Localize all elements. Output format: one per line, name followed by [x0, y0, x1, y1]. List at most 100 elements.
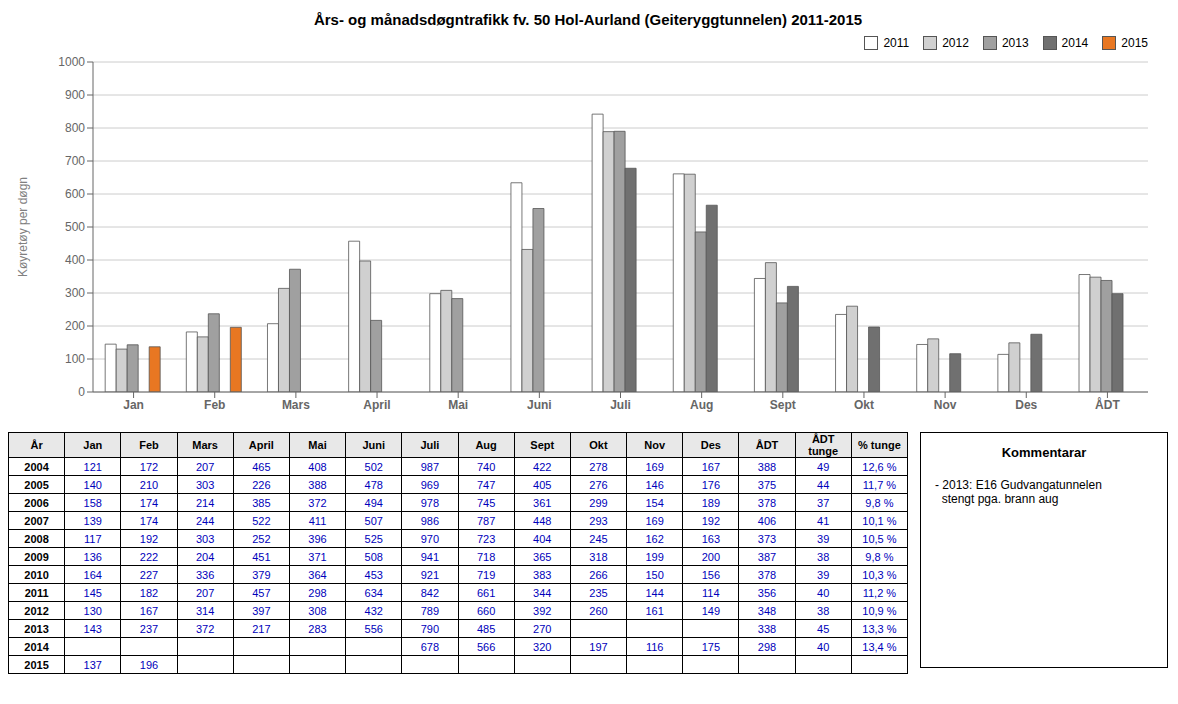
html-text:192: 192 — [701, 514, 720, 527]
html-text:167: 167 — [701, 460, 720, 473]
svg-text:April: April — [363, 398, 390, 412]
html-text:388: 388 — [308, 478, 327, 491]
svg-text:800: 800 — [65, 121, 85, 135]
svg-text:Feb: Feb — [204, 398, 225, 412]
html-text:207: 207 — [196, 460, 215, 473]
html-text:969: 969 — [420, 478, 440, 491]
html-text:- 2013: E16 Gudvangatunnelen s: - 2013: E16 Gudvangatunnelen stengt pga.… — [935, 478, 1102, 506]
html-text:121: 121 — [83, 460, 102, 473]
html-text:117: 117 — [84, 532, 102, 545]
html-text:226: 226 — [252, 478, 271, 491]
svg-text:Jan: Jan — [123, 398, 144, 412]
html-text:293: 293 — [589, 514, 608, 527]
html-text:2014: 2014 — [1061, 36, 1089, 50]
html-text:210: 210 — [139, 478, 159, 491]
html-text:978: 978 — [420, 496, 440, 509]
svg-text:900: 900 — [65, 88, 85, 102]
html-text:2006: 2006 — [24, 496, 49, 509]
html-text:37: 37 — [817, 496, 830, 509]
html-text:11,7 %: 11,7 % — [862, 478, 897, 491]
html-text:740: 740 — [476, 460, 496, 473]
svg-text:Køyretøy per døgn: Køyretøy per døgn — [16, 177, 30, 277]
svg-text:Des: Des — [1015, 398, 1037, 412]
svg-text:1000: 1000 — [58, 55, 85, 69]
html-text:375: 375 — [757, 478, 777, 491]
svg-text:600: 600 — [65, 187, 85, 201]
html-text:372: 372 — [308, 496, 327, 509]
html-text:44: 44 — [817, 478, 830, 491]
html-text:361: 361 — [533, 496, 552, 509]
svg-text:Sept: Sept — [770, 398, 796, 412]
html-text:303: 303 — [196, 478, 215, 491]
html-text:502: 502 — [364, 460, 383, 473]
html-text:378: 378 — [757, 496, 777, 509]
svg-text:Okt: Okt — [854, 398, 874, 412]
html-text:745: 745 — [476, 496, 496, 509]
html-text:214: 214 — [196, 496, 215, 509]
svg-text:200: 200 — [65, 319, 85, 333]
html-text:494: 494 — [364, 496, 383, 509]
html-text:405: 405 — [533, 478, 552, 491]
html-text:2005: 2005 — [24, 478, 49, 491]
html-text:Kommentarar: Kommentarar — [1001, 445, 1087, 460]
html-text:986: 986 — [420, 514, 440, 527]
html-text:448: 448 — [533, 514, 552, 527]
html-text:244: 244 — [196, 514, 215, 527]
svg-text:Juni: Juni — [527, 398, 552, 412]
html-text:747: 747 — [476, 478, 496, 491]
html-text:411: 411 — [308, 514, 327, 527]
svg-text:100: 100 — [65, 352, 85, 366]
html-text:139: 139 — [83, 514, 102, 527]
html-text:41: 41 — [817, 514, 830, 527]
html-text:408: 408 — [308, 460, 327, 473]
html-text:299: 299 — [589, 496, 608, 509]
svg-text:ÅDT: ÅDT — [1095, 397, 1120, 412]
html-text:169: 169 — [645, 514, 664, 527]
html-text:2008: 2008 — [24, 532, 49, 545]
svg-text:Aug: Aug — [690, 398, 713, 412]
html-text:2012: 2012 — [942, 36, 969, 50]
html-text:12,6 %: 12,6 % — [862, 460, 897, 473]
svg-text:500: 500 — [65, 220, 85, 234]
html-text:10,1 %: 10,1 % — [862, 514, 897, 527]
html-text:49: 49 — [817, 460, 830, 473]
html-text:422: 422 — [533, 460, 552, 473]
html-text:2007: 2007 — [24, 514, 49, 527]
html-text:Års- og månadsdøgntrafikk fv.: Års- og månadsdøgntrafikk fv. 50 Hol-Aur… — [313, 11, 863, 28]
html-text:2011: 2011 — [883, 36, 910, 50]
html-text:146: 146 — [645, 478, 664, 491]
html-text:406: 406 — [757, 514, 777, 527]
svg-text:400: 400 — [65, 253, 85, 267]
html-text:2004: 2004 — [24, 460, 49, 473]
html-text:140: 140 — [83, 478, 102, 491]
html-text:ÅDT tunge: ÅDT tunge — [808, 433, 839, 457]
html-text:465: 465 — [252, 460, 271, 473]
html-text:278: 278 — [589, 460, 608, 473]
html-text:507: 507 — [364, 514, 383, 527]
html-text:987: 987 — [420, 460, 440, 473]
html-text:276: 276 — [589, 478, 608, 491]
svg-text:Mai: Mai — [448, 398, 468, 412]
svg-text:Juli: Juli — [610, 398, 631, 412]
svg-text:Mars: Mars — [282, 398, 310, 412]
html-text:169: 169 — [645, 460, 664, 473]
html-text:176: 176 — [701, 478, 720, 491]
html-text:2015: 2015 — [1121, 36, 1148, 50]
html-text:172: 172 — [139, 460, 159, 473]
html-text:478: 478 — [364, 478, 383, 491]
html-text:158: 158 — [83, 496, 102, 509]
html-text:522: 522 — [252, 514, 271, 527]
html-text:174: 174 — [139, 514, 159, 527]
svg-text:300: 300 — [65, 286, 85, 300]
svg-text:700: 700 — [65, 154, 85, 168]
svg-text:0: 0 — [78, 385, 85, 399]
html-text:388: 388 — [757, 460, 777, 473]
html-text:2013: 2013 — [1001, 36, 1029, 50]
svg-text:Nov: Nov — [934, 398, 957, 412]
html-text:787: 787 — [476, 514, 496, 527]
html-text:154: 154 — [645, 496, 664, 509]
html-text:9,8 %: 9,8 % — [865, 496, 894, 509]
html-text:174: 174 — [139, 496, 159, 509]
html-text:189: 189 — [701, 496, 720, 509]
html-text:385: 385 — [252, 496, 271, 509]
